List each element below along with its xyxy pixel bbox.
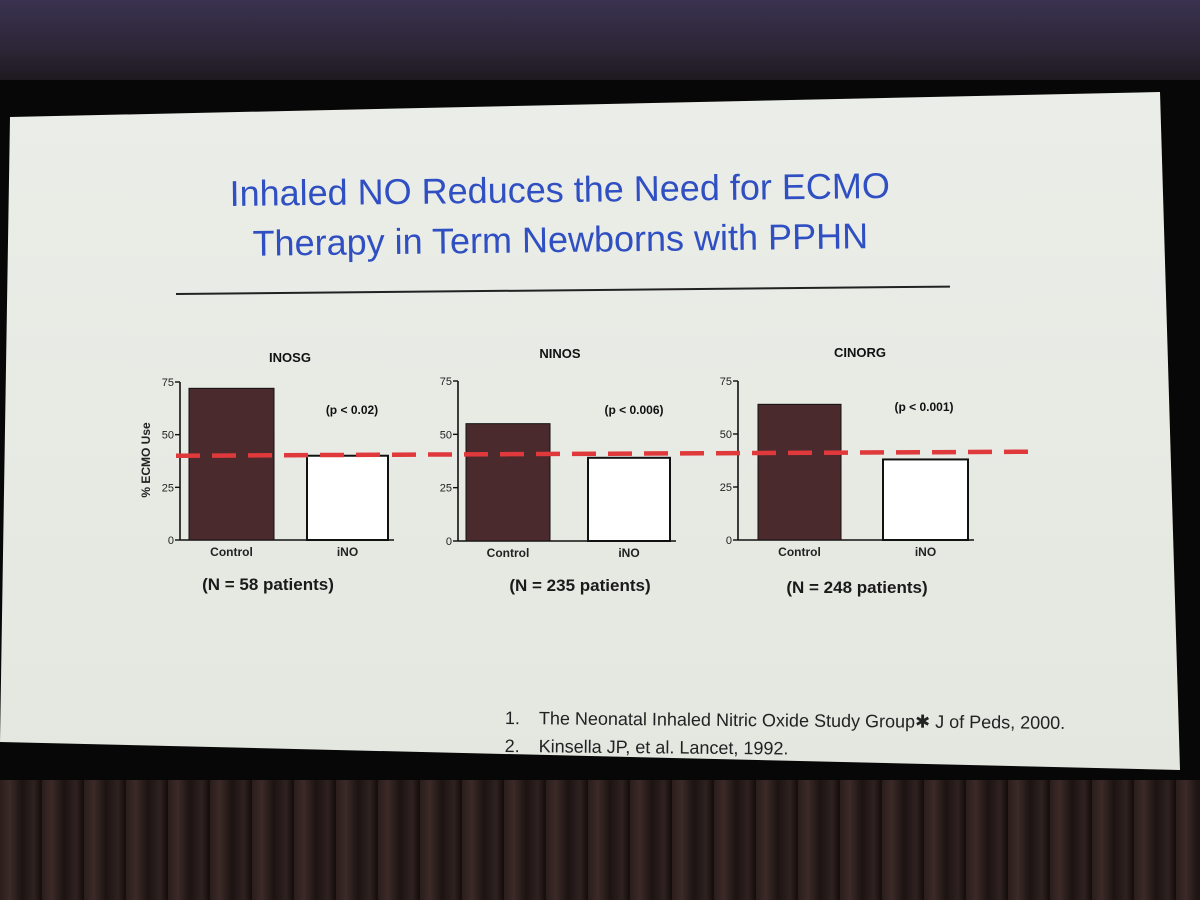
ninos-y-tick-label: 25 [440,483,452,495]
ninos-patient-count: (N = 235 patients) [509,576,650,595]
cinorg-y-tick-label: 25 [720,482,732,494]
cinorg-y-tick-label: 0 [726,535,732,547]
ninos-y-tick-label: 0 [446,536,452,548]
cinorg-bar-ino [882,458,969,541]
reference-2-text: Kinsella JP, et al. Lancet, 1992. [538,736,789,759]
cinorg-x-tick-label: iNO [915,545,936,559]
cinorg-y-tick-label: 75 [720,376,732,388]
inosg-y-tick-label: 0 [168,535,174,547]
inosg-x-tick-label: Control [210,545,253,559]
inosg-bar-ino [306,454,389,542]
cinorg-p-value: (p < 0.001) [894,400,953,414]
cinorg-patient-count: (N = 248 patients) [786,578,927,597]
ninos-p-value: (p < 0.006) [604,403,663,417]
stage-curtain [0,780,1200,900]
room-background [0,0,1200,90]
inosg-x-tick-label: iNO [337,545,358,559]
inosg-patient-count: (N = 58 patients) [202,575,334,594]
inosg-y-tick-label: 75 [162,377,174,389]
cinorg-y-tick-label: 50 [720,429,732,441]
ninos-chart-title: NINOS [539,346,581,361]
ninos-y-tick-label: 75 [440,376,452,388]
ninos-y-tick-label: 50 [440,429,452,441]
references: 1. The Neonatal Inhaled Nitric Oxide Stud… [505,704,1066,765]
inosg-y-axis-label: % ECMO Use [139,422,153,498]
reference-1-number: 1. [504,707,520,729]
inosg-p-value: (p < 0.02) [326,403,378,417]
ninos-x-tick-label: Control [487,546,530,560]
inosg-bar-control [188,387,275,541]
cinorg-chart-title: CINORG [834,345,886,360]
ninos-bar-control [465,423,551,542]
inosg-chart-title: INOSG [269,350,311,365]
ninos-x-tick-label: iNO [618,546,639,560]
reference-line-40-percent [175,449,1031,458]
cinorg-x-tick-label: Control [778,545,821,559]
inosg-y-tick-label: 25 [162,482,174,494]
inosg-y-tick-label: 50 [162,430,174,442]
cinorg-bar-control [757,403,842,541]
reference-1-text: The Neonatal Inhaled Nitric Oxide Study … [538,708,1066,733]
ninos-bar-ino [587,456,671,542]
